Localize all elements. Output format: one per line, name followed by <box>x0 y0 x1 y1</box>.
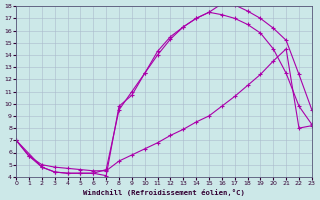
X-axis label: Windchill (Refroidissement éolien,°C): Windchill (Refroidissement éolien,°C) <box>83 189 245 196</box>
